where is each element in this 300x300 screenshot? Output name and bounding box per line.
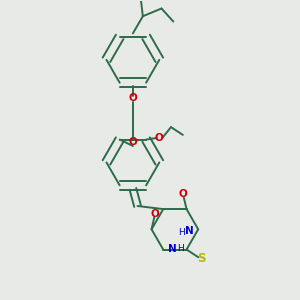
Text: S: S (197, 252, 206, 266)
Text: H: H (177, 244, 184, 253)
Text: O: O (128, 137, 137, 147)
Text: H: H (178, 228, 184, 237)
Text: O: O (178, 189, 187, 199)
Text: N: N (184, 226, 193, 236)
Text: N: N (168, 244, 177, 254)
Text: O: O (151, 209, 160, 219)
Text: O: O (128, 93, 137, 103)
Text: O: O (155, 133, 164, 143)
